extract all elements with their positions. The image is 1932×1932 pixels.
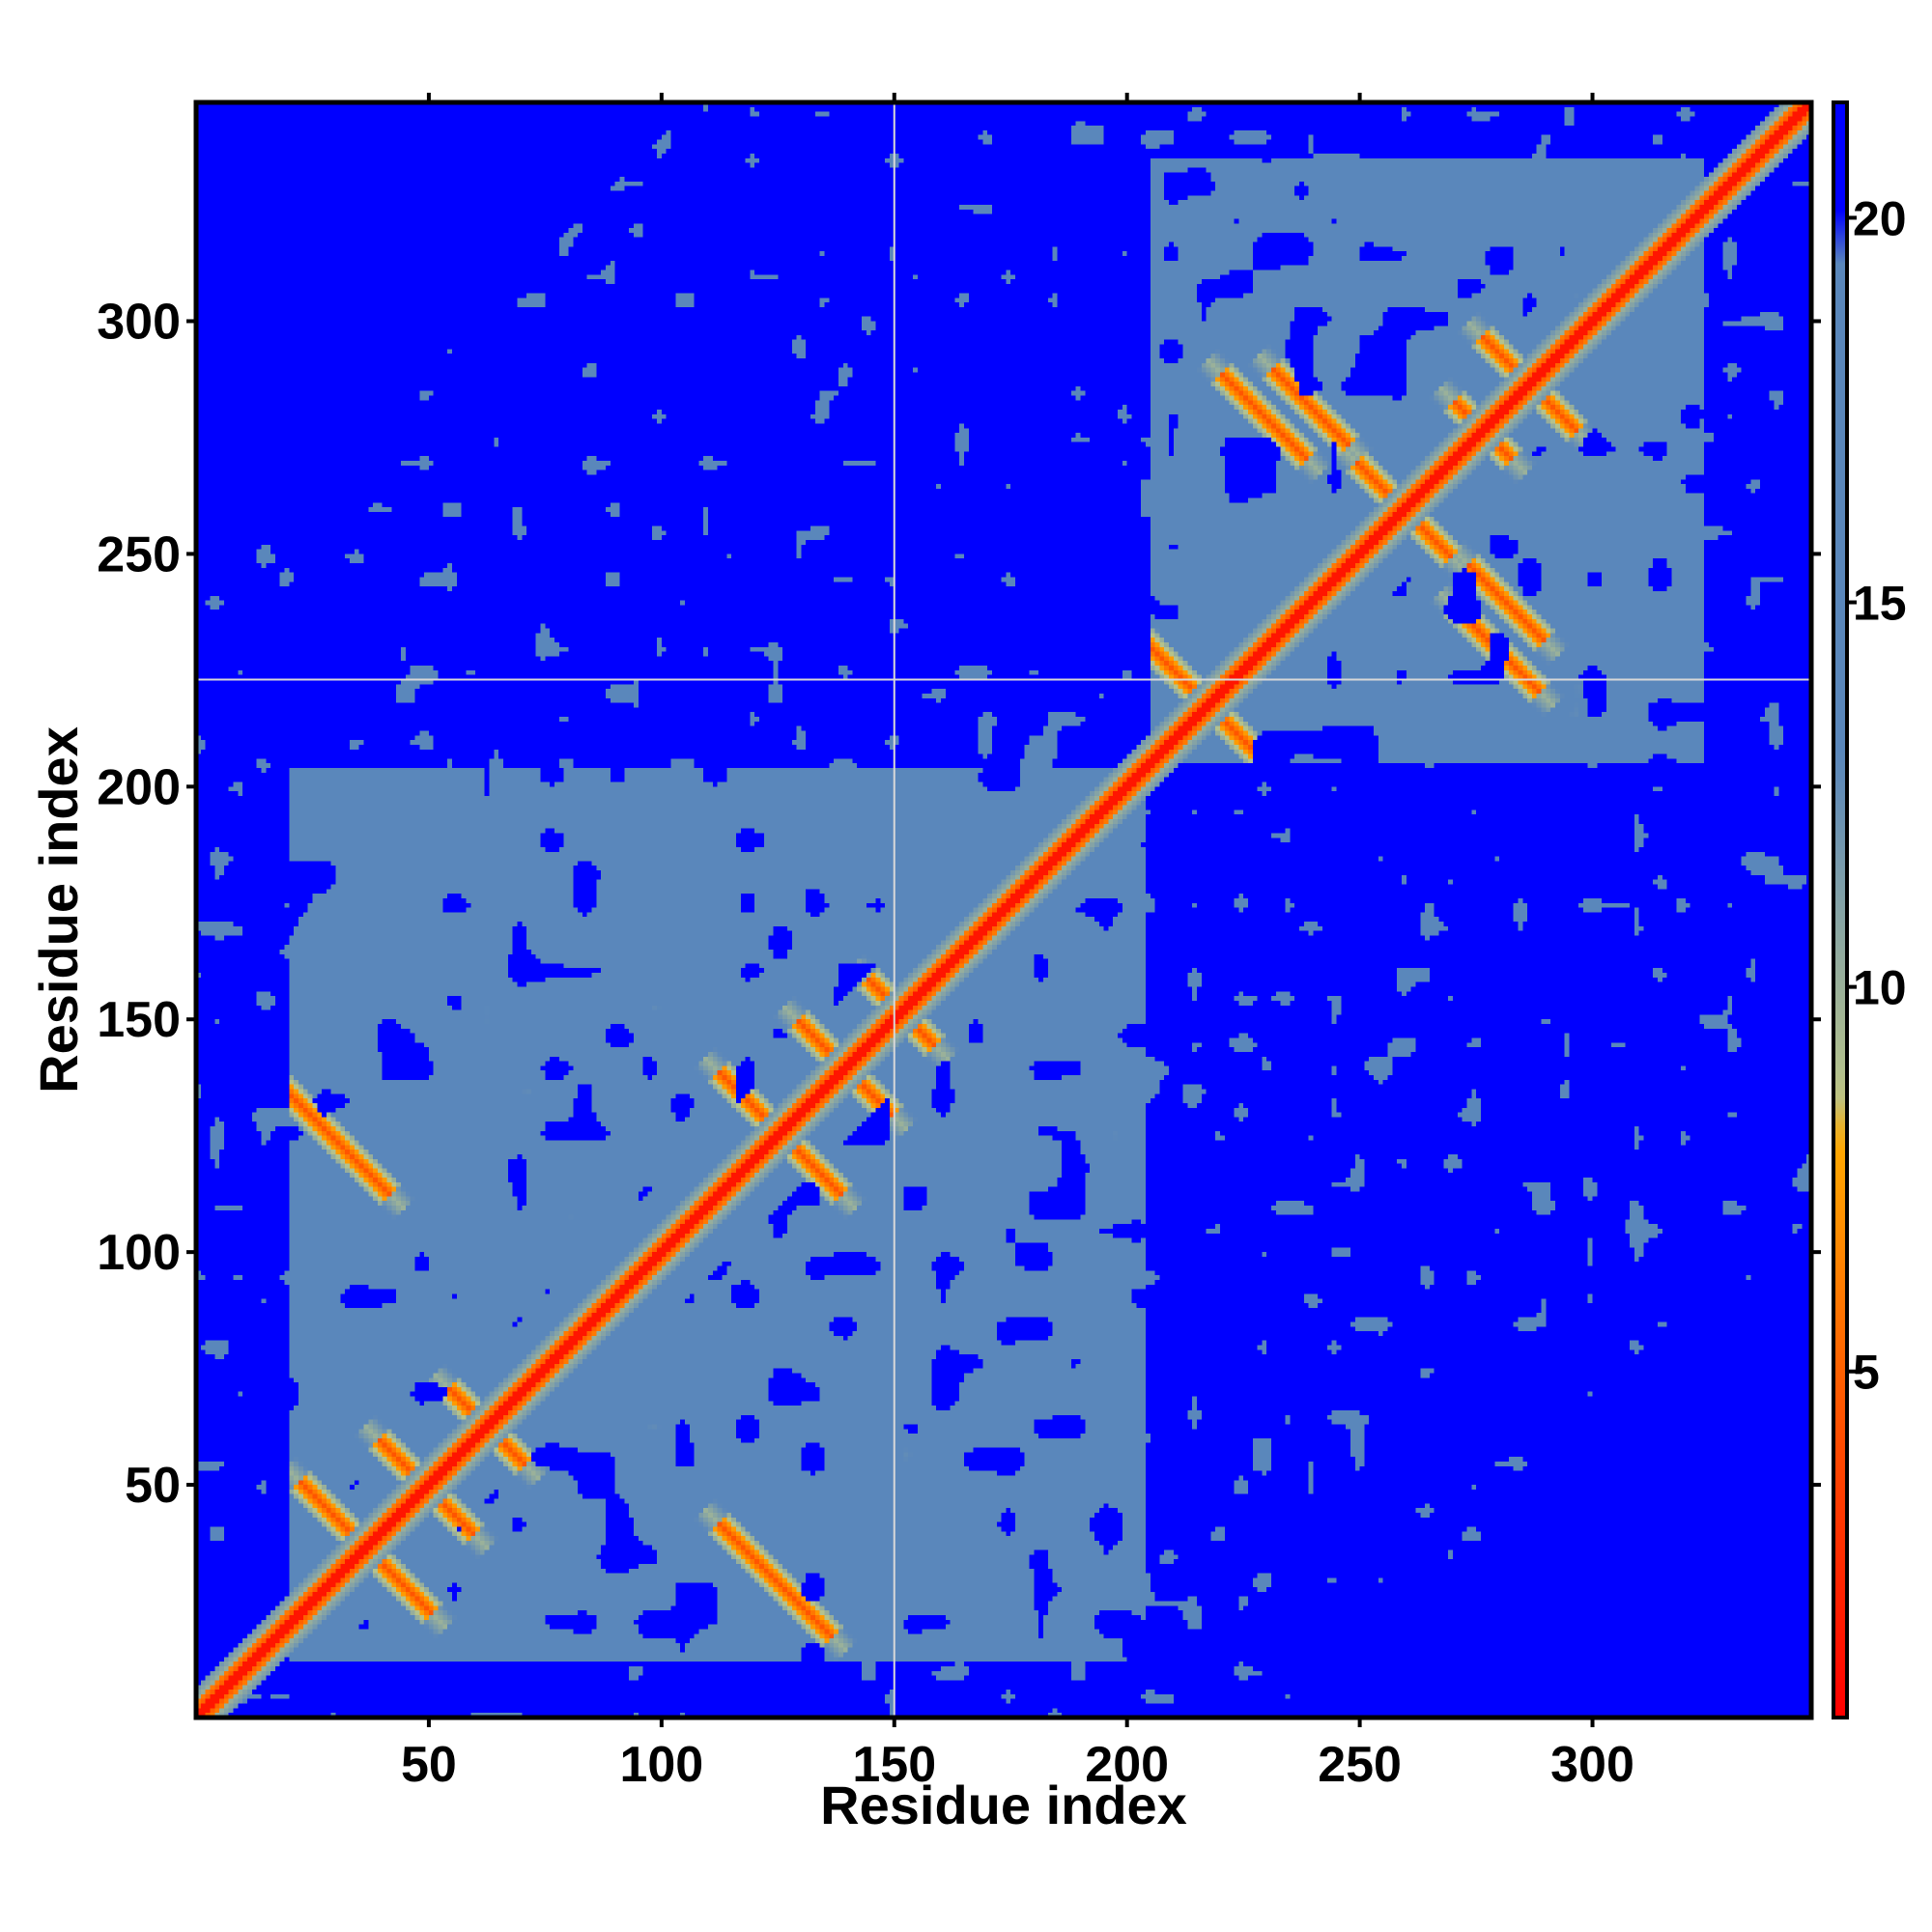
x-tick-label: 50 — [401, 1737, 457, 1793]
x-tick-label: 250 — [1318, 1737, 1402, 1793]
x-tick-label: 200 — [1085, 1737, 1169, 1793]
colorbar-tick-label: 15 — [1853, 577, 1907, 631]
x-tick-label: 100 — [619, 1737, 703, 1793]
y-tick-label: 200 — [97, 759, 181, 815]
y-tick-label: 300 — [97, 294, 181, 350]
heatmap-image — [196, 102, 1811, 1718]
x-axis-title: Residue index — [820, 1775, 1187, 1835]
heatmap-cells — [196, 102, 1811, 1718]
y-tick-label: 50 — [125, 1458, 181, 1514]
plot-frame — [193, 99, 1814, 1720]
colorbar-tick-label: 20 — [1853, 191, 1907, 245]
y-tick-label: 100 — [97, 1225, 181, 1281]
y-tick-label: 150 — [97, 992, 181, 1048]
colorbar: 5 10 15 20 — [1832, 100, 1907, 1719]
y-axis-title: Residue index — [28, 726, 89, 1094]
y-tick-label: 250 — [97, 526, 181, 582]
right-axis — [1811, 319, 1821, 1488]
y-axis: 50 100 150 200 250 300 — [97, 294, 196, 1514]
x-tick-label: 300 — [1550, 1737, 1634, 1793]
top-axis — [426, 93, 1595, 102]
colorbar-gradient — [1832, 100, 1849, 1719]
colorbar-tick-label: 10 — [1853, 961, 1907, 1015]
x-tick-label: 150 — [852, 1737, 936, 1793]
reference-lines — [196, 102, 1811, 1718]
colorbar-tick-label: 5 — [1853, 1346, 1880, 1400]
x-axis: 50 100 150 200 250 300 — [401, 1718, 1634, 1793]
